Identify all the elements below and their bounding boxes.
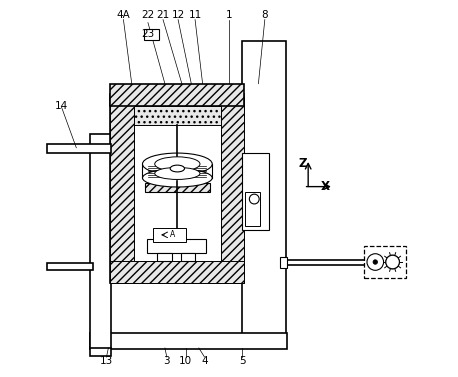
Bar	[110, 98, 134, 283]
Bar	[221, 98, 244, 283]
Text: 22: 22	[142, 10, 154, 20]
Text: 10: 10	[179, 356, 192, 366]
Text: X: X	[321, 180, 330, 193]
Bar	[242, 153, 269, 230]
Bar	[147, 239, 207, 253]
Bar	[144, 29, 159, 40]
Bar	[110, 84, 244, 106]
Bar	[242, 41, 285, 343]
Bar	[153, 228, 186, 242]
Text: 4A: 4A	[117, 10, 131, 20]
Text: 1: 1	[226, 10, 232, 20]
Circle shape	[373, 260, 377, 264]
Bar	[110, 261, 244, 283]
Text: 13: 13	[100, 356, 113, 366]
Ellipse shape	[155, 167, 200, 179]
Text: 23: 23	[142, 29, 154, 39]
Bar	[89, 333, 288, 349]
Bar	[181, 253, 195, 261]
Circle shape	[386, 255, 399, 269]
Text: 12: 12	[171, 10, 185, 20]
Circle shape	[367, 254, 383, 270]
Circle shape	[386, 255, 399, 269]
Bar	[110, 94, 244, 283]
Bar	[245, 192, 260, 226]
Text: 3: 3	[164, 356, 170, 366]
Text: 11: 11	[188, 10, 202, 20]
Text: 14: 14	[55, 101, 68, 110]
Text: A: A	[170, 230, 175, 239]
Text: Z: Z	[298, 158, 307, 170]
Ellipse shape	[155, 157, 200, 171]
Ellipse shape	[170, 165, 185, 172]
Bar	[134, 106, 221, 261]
Bar	[280, 257, 288, 268]
Bar	[364, 246, 406, 278]
Circle shape	[249, 194, 259, 204]
Bar	[47, 144, 111, 153]
Bar	[89, 134, 111, 349]
Text: 4: 4	[201, 356, 208, 366]
Bar	[47, 263, 93, 270]
Text: 5: 5	[239, 356, 245, 366]
Bar	[158, 253, 172, 261]
Text: 8: 8	[262, 10, 268, 20]
Bar	[89, 348, 111, 356]
Text: 21: 21	[156, 10, 169, 20]
Ellipse shape	[142, 169, 212, 187]
Bar	[134, 106, 221, 125]
Ellipse shape	[142, 153, 212, 175]
Bar	[145, 183, 210, 192]
